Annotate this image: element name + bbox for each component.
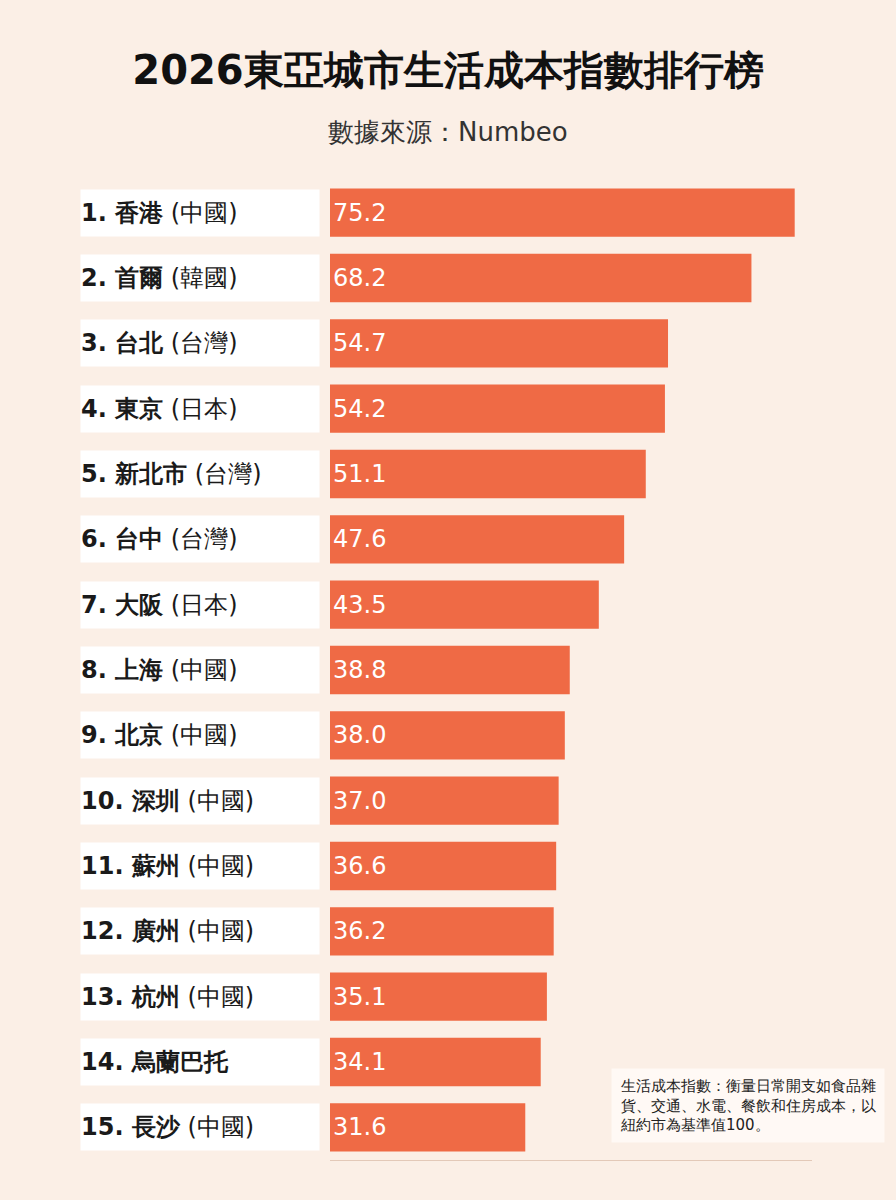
svg-text:11. 蘇州 (中國): 11. 蘇州 (中國) — [81, 852, 254, 880]
svg-text:37.0: 37.0 — [333, 787, 386, 815]
svg-text:34.1: 34.1 — [333, 1048, 386, 1076]
svg-text:2026東亞城市生活成本指數排行榜: 2026東亞城市生活成本指數排行榜 — [132, 47, 763, 93]
svg-text:47.6: 47.6 — [333, 525, 386, 553]
svg-text:10. 深圳 (中國): 10. 深圳 (中國) — [81, 787, 254, 815]
svg-text:15. 長沙 (中國): 15. 長沙 (中國) — [81, 1113, 254, 1141]
svg-text:5. 新北市 (台灣): 5. 新北市 (台灣) — [81, 460, 262, 488]
svg-text:1. 香港 (中國): 1. 香港 (中國) — [81, 199, 238, 227]
svg-text:35.1: 35.1 — [333, 983, 386, 1011]
svg-text:7. 大阪 (日本): 7. 大阪 (日本) — [81, 591, 238, 619]
svg-text:生活成本指數：衡量日常開支如食品雜貨、交通、水電、餐飲和住房: 生活成本指數：衡量日常開支如食品雜貨、交通、水電、餐飲和住房成本，以紐約市為基準… — [620, 1077, 876, 1134]
svg-text:14. 烏蘭巴托: 14. 烏蘭巴托 — [81, 1048, 229, 1076]
svg-text:38.0: 38.0 — [333, 721, 386, 749]
svg-text:12. 廣州 (中國): 12. 廣州 (中國) — [81, 917, 254, 945]
svg-text:數據來源：Numbeo: 數據來源：Numbeo — [328, 117, 568, 147]
svg-text:43.5: 43.5 — [333, 591, 386, 619]
svg-text:6. 台中 (台灣): 6. 台中 (台灣) — [81, 525, 238, 553]
svg-text:31.6: 31.6 — [333, 1113, 386, 1141]
svg-text:9. 北京 (中國): 9. 北京 (中國) — [81, 721, 238, 749]
svg-text:36.2: 36.2 — [333, 917, 386, 945]
svg-text:2. 首爾 (韓國): 2. 首爾 (韓國) — [81, 264, 238, 292]
svg-text:4. 東京 (日本): 4. 東京 (日本) — [81, 395, 238, 423]
svg-text:68.2: 68.2 — [333, 264, 386, 292]
svg-text:13. 杭州 (中國): 13. 杭州 (中國) — [81, 983, 254, 1011]
svg-text:8. 上海 (中國): 8. 上海 (中國) — [81, 656, 238, 684]
svg-text:54.2: 54.2 — [333, 395, 386, 423]
svg-text:54.7: 54.7 — [333, 329, 386, 357]
svg-text:51.1: 51.1 — [333, 460, 386, 488]
svg-text:3. 台北 (台灣): 3. 台北 (台灣) — [81, 329, 238, 357]
svg-text:36.6: 36.6 — [333, 852, 386, 880]
svg-text:38.8: 38.8 — [333, 656, 386, 684]
svg-text:75.2: 75.2 — [333, 199, 386, 227]
